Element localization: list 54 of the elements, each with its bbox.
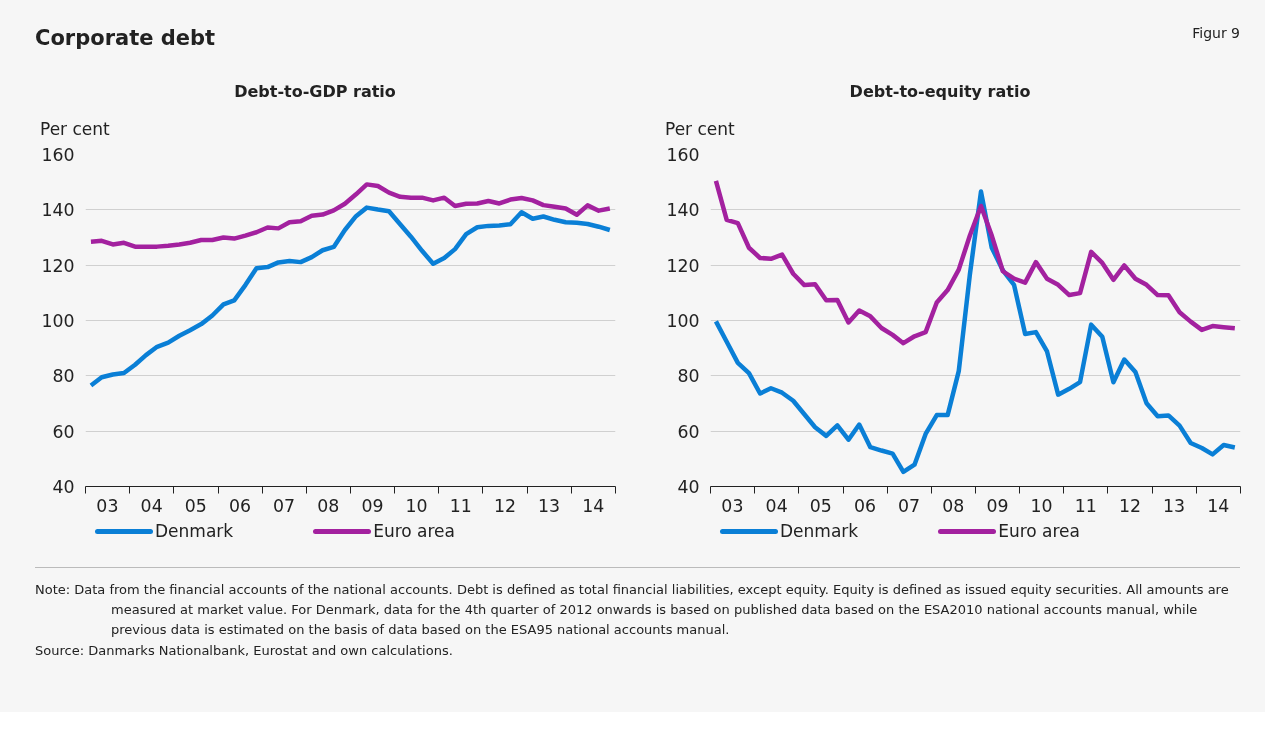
y-tick-label: 160 [41,145,75,165]
y-tick-label: 120 [666,255,700,276]
line-series [713,189,1238,475]
x-tick-label: 03 [96,495,119,516]
y-tick-label: 140 [666,200,700,221]
line-series [713,178,1238,346]
source-note: Source: Danmarks Nationalbank, Eurostat and own calculations. [35,642,454,661]
x-tick-label: 09 [361,495,384,516]
y-tick-label: 40 [52,477,75,497]
x-tick-label: 13 [538,495,561,516]
y-axis-title: Per cent [664,118,735,141]
x-tick-label: 14 [1207,495,1230,516]
x-tick-label: 11 [1074,495,1097,516]
x-tick-label: 08 [317,495,340,516]
line-series [88,205,613,388]
x-tick-label: 05 [184,495,207,516]
legend-label: Denmark [155,520,234,543]
y-tick-label: 40 [677,477,700,497]
y-tick-label: 80 [677,366,700,387]
x-tick-label: 08 [942,495,965,516]
x-tick-label: 07 [898,495,921,516]
y-axis-title: Per cent [39,118,110,141]
x-tick-label: 06 [853,495,876,516]
y-tick-label: 60 [677,421,700,442]
text: Corporate debt [35,25,216,52]
x-tick-label: 14 [582,495,605,516]
legend-label: Euro area [998,520,1080,543]
y-tick-label: 100 [666,311,700,331]
y-tick-label: 160 [666,145,700,165]
x-tick-label: 05 [809,495,832,516]
x-tick-label: 07 [273,495,296,516]
legend-label: Denmark [780,520,859,543]
line-series [88,182,613,249]
chart-title: Debt-to-equity ratio [848,81,1032,103]
chart-title: Debt-to-GDP ratio [233,81,397,103]
x-tick-label: 06 [228,495,251,516]
x-tick-label: 04 [140,495,163,516]
text: Note: Data from the financial accounts of the national accounts. Debt is defined as total financial liabilities, except equity. Equity is defined as issued equity securities. All amounts are measured at market value. For Denmark, data for the 4th quarter of 2012 onwards is based on published data based on the ESA2010 national accounts manual, while previous data is estimated on the basis of data based on the ESA95 national accounts manual. [35,581,1230,640]
text: Figur 9 [1192,24,1240,43]
legend-label: Euro area [373,520,455,543]
x-tick-label: 13 [1163,495,1186,516]
x-tick-label: 10 [405,495,428,516]
x-tick-label: 03 [721,495,744,516]
x-tick-label: 11 [449,495,472,516]
x-tick-label: 04 [765,495,788,516]
x-tick-label: 12 [1118,495,1142,516]
y-tick-label: 140 [41,200,75,221]
x-tick-label: 10 [1030,495,1053,516]
y-tick-label: 120 [41,255,75,276]
y-tick-label: 100 [41,311,75,331]
y-tick-label: 80 [52,366,75,387]
y-tick-label: 60 [52,421,75,442]
x-tick-label: 09 [986,495,1009,516]
x-tick-label: 12 [493,495,517,516]
